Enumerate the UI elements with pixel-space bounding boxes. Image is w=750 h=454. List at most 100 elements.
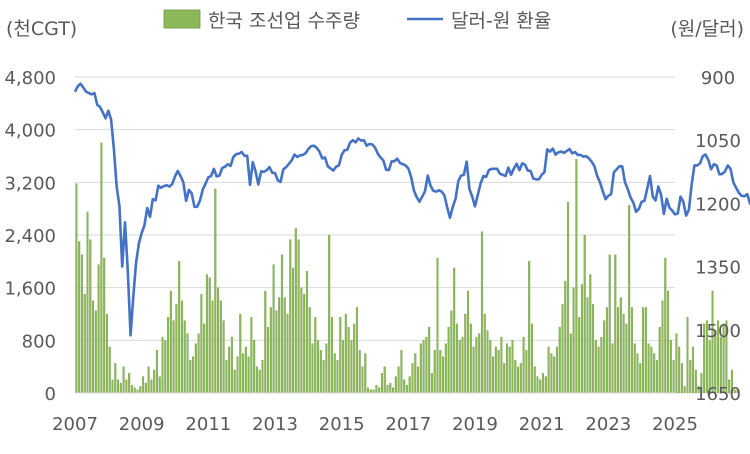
exchange-rate-line (73, 82, 750, 337)
bar (447, 327, 450, 394)
left-tick-label: 0 (45, 384, 56, 405)
bar (508, 346, 511, 394)
bar (219, 300, 222, 394)
bar (458, 340, 461, 394)
left-tick-label: 2,400 (4, 226, 56, 247)
bar (514, 359, 517, 394)
bar (297, 239, 300, 394)
x-tick-label: 2021 (519, 414, 565, 435)
bar (80, 254, 83, 394)
bar (625, 323, 628, 394)
bar (686, 317, 689, 394)
bar (144, 382, 147, 394)
bar (103, 257, 106, 394)
bar (292, 267, 295, 394)
bar (717, 320, 720, 394)
bar (589, 274, 592, 394)
bar (342, 340, 345, 394)
bar (655, 359, 658, 394)
bar (580, 284, 583, 394)
bar (619, 297, 622, 394)
bar (725, 320, 728, 394)
bar (233, 369, 236, 394)
bar (392, 387, 395, 394)
bar (461, 336, 464, 394)
bar (247, 356, 250, 394)
bar (536, 376, 539, 394)
x-tick-label: 2009 (119, 414, 165, 435)
bar (414, 353, 417, 394)
bar (203, 323, 206, 394)
bar (380, 373, 383, 394)
legend-line-label: 달러-원 환율 (451, 10, 551, 32)
bar (386, 384, 389, 394)
bar (83, 294, 86, 394)
bar (575, 159, 578, 394)
bar (542, 373, 545, 394)
bar (394, 376, 397, 394)
bar (211, 300, 214, 394)
bar (647, 343, 650, 394)
left-tick-label: 1,600 (4, 279, 56, 300)
bar (722, 323, 725, 394)
legend-bar-swatch (163, 9, 201, 29)
bar (528, 261, 531, 394)
bar (736, 389, 739, 394)
bar (628, 205, 631, 394)
right-tick-label: 1500 (695, 321, 741, 342)
legend: 한국 조선업 수주량 달러-원 환율 (163, 9, 551, 32)
bar (569, 333, 572, 394)
bar (489, 340, 492, 394)
bar (600, 336, 603, 394)
right-tick-label: 1350 (695, 258, 741, 279)
bar (650, 346, 653, 394)
bar (611, 343, 614, 394)
bar (525, 350, 528, 394)
bar (355, 307, 358, 394)
bar (139, 386, 142, 394)
left-tick-label: 4,000 (4, 121, 56, 142)
left-axis-label: (천CGT) (6, 18, 77, 40)
bar (642, 307, 645, 394)
bar (511, 340, 514, 394)
bar (264, 290, 267, 394)
bar (692, 346, 695, 394)
bar (453, 267, 456, 394)
bar (339, 317, 342, 394)
bar (283, 297, 286, 394)
bar (155, 350, 158, 394)
bar (289, 239, 292, 394)
bar (272, 264, 275, 394)
bar (419, 343, 422, 394)
bar (467, 290, 470, 394)
bar (200, 294, 203, 394)
bar (405, 384, 408, 394)
bar (672, 359, 675, 394)
right-tick-label: 1650 (695, 384, 741, 405)
bar (117, 379, 120, 394)
bar (105, 313, 108, 394)
bar (669, 340, 672, 394)
bar (150, 379, 153, 394)
bar (630, 307, 633, 394)
bar (217, 287, 220, 394)
bar (483, 313, 486, 394)
bar (500, 336, 503, 394)
bar (250, 317, 253, 394)
bar (169, 290, 172, 394)
bar (578, 317, 581, 394)
bar (430, 373, 433, 394)
bar (294, 228, 297, 394)
bar (236, 356, 239, 394)
bar (225, 359, 228, 394)
bar (503, 363, 506, 394)
bar (300, 287, 303, 394)
left-tick-label: 800 (22, 331, 56, 352)
bar (255, 366, 258, 394)
bar (680, 363, 683, 394)
bar (450, 310, 453, 394)
bar (455, 323, 458, 394)
bar (675, 333, 678, 394)
bar (228, 346, 231, 394)
